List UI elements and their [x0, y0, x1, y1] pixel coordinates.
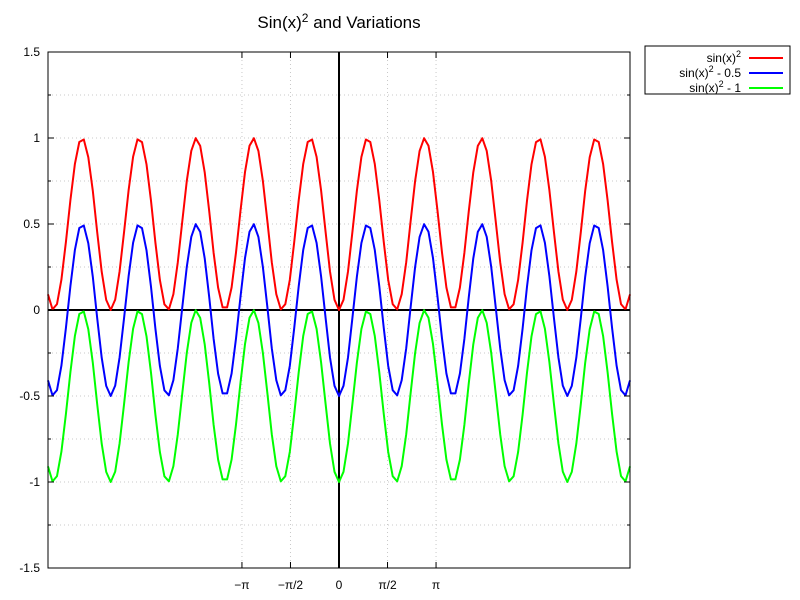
- legend-box: [644, 45, 791, 95]
- chart-title-superscript: 2: [302, 11, 309, 25]
- legend-entry-label-1: sin(x)2: [707, 49, 741, 65]
- series-line-2: [47, 223, 631, 397]
- chart-title-suffix: and Variations: [308, 13, 420, 32]
- y-tick-label: 0: [33, 303, 40, 317]
- x-tick-label: π/2: [378, 578, 397, 592]
- series-line-3: [47, 309, 631, 483]
- legend-entry-label-2: sin(x)2 - 0.5: [679, 64, 741, 80]
- x-tick-label: −π/2: [278, 578, 304, 592]
- chart-title: Sin(x)2 and Variations: [257, 11, 420, 32]
- series-lines: [47, 137, 631, 483]
- y-tick-label: 0.5: [23, 217, 40, 231]
- y-tick-label: 1: [33, 131, 40, 145]
- legend-entry-label-3: sin(x)2 - 1: [689, 79, 741, 95]
- x-tick-label: −π: [234, 578, 249, 592]
- y-tick-label: -1.5: [19, 561, 40, 575]
- x-axis-ticks: −π −π/2 0 π/2 π: [234, 52, 440, 592]
- chart-title-base: Sin(x): [257, 13, 301, 32]
- y-tick-label: -1: [29, 475, 40, 489]
- x-tick-label: 0: [336, 578, 343, 592]
- series-line-1: [47, 137, 631, 311]
- y-tick-label: -0.5: [19, 389, 40, 403]
- y-axis-ticks: 1.5 1 0.5 0 -0.5 -1 -1.5: [19, 45, 630, 575]
- y-tick-label: 1.5: [23, 45, 40, 59]
- x-tick-label: π: [432, 578, 440, 592]
